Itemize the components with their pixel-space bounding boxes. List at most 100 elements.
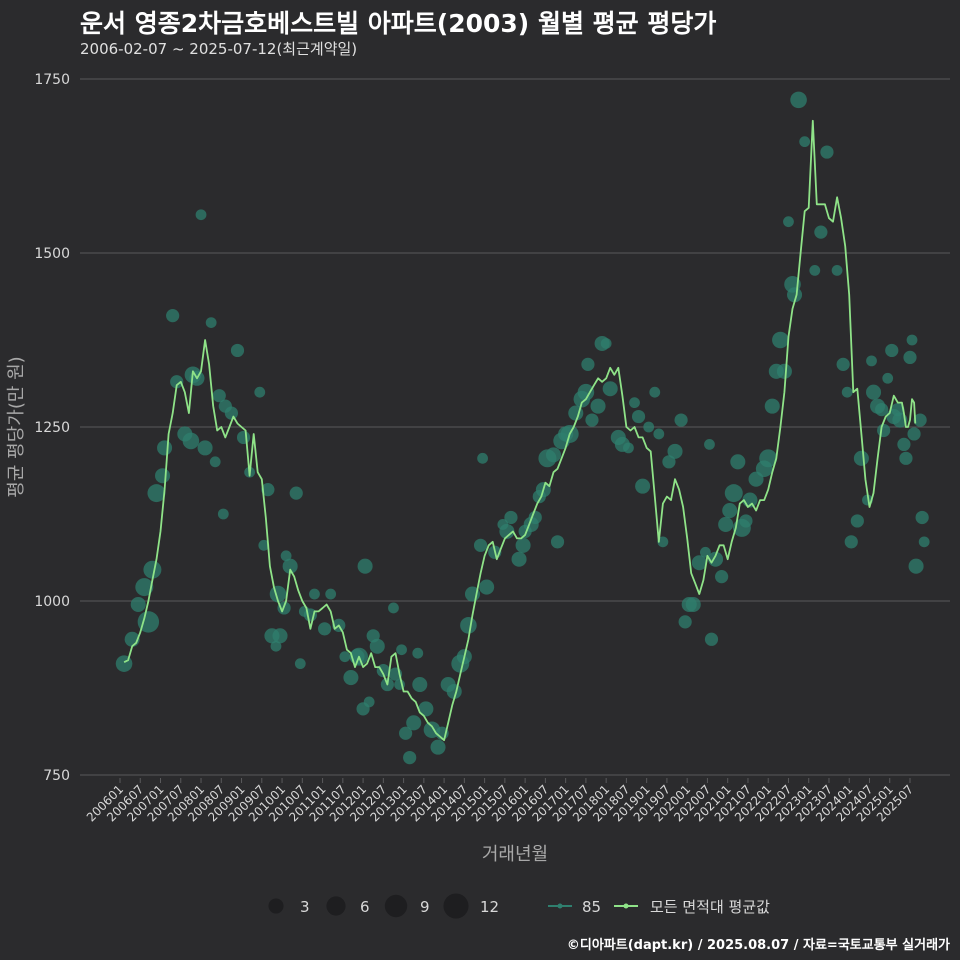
series-85-point bbox=[853, 450, 869, 466]
series-85-point bbox=[643, 421, 655, 433]
series-85-point bbox=[722, 502, 738, 519]
legend-size-label: 3 bbox=[300, 898, 310, 916]
series-85-point bbox=[844, 535, 858, 549]
legend-size-3 bbox=[268, 898, 284, 914]
series-85-point bbox=[590, 398, 606, 414]
series-85-point bbox=[224, 406, 239, 420]
series-85-point bbox=[418, 701, 434, 717]
series-85-point bbox=[718, 516, 734, 532]
series-85-point bbox=[412, 676, 428, 693]
series-85-point bbox=[270, 640, 282, 652]
series-85-point bbox=[430, 739, 446, 755]
series-85-point bbox=[195, 209, 207, 221]
y-axis-tick-labels: 750 1000 1250 1500 1750 bbox=[34, 72, 70, 784]
series-85-point bbox=[137, 611, 160, 633]
series-85-point bbox=[499, 523, 515, 539]
series-85-point bbox=[850, 514, 864, 528]
series-85-point bbox=[130, 596, 146, 613]
series-85-point bbox=[528, 510, 542, 525]
y-tick-label: 1250 bbox=[34, 420, 70, 436]
series-85-point bbox=[388, 602, 399, 614]
series-85-point bbox=[866, 384, 882, 400]
series-85-point bbox=[657, 536, 669, 548]
series-85-point bbox=[820, 145, 834, 159]
series-85-point bbox=[915, 510, 929, 525]
series-85-point bbox=[918, 536, 930, 548]
series-85-point bbox=[739, 514, 753, 528]
series-85-point bbox=[635, 478, 651, 494]
y-tick-label: 1750 bbox=[34, 72, 70, 88]
series-85-points bbox=[115, 91, 930, 765]
series-85-point bbox=[157, 440, 173, 456]
series-85-point bbox=[602, 381, 618, 397]
average-line-layer bbox=[123, 119, 917, 742]
y-tick-label: 1000 bbox=[34, 594, 70, 610]
series-85-point bbox=[399, 726, 413, 740]
series-85-point bbox=[317, 622, 332, 636]
series-85-point bbox=[799, 136, 811, 148]
series-85-point bbox=[166, 309, 180, 323]
series-85-point bbox=[841, 386, 853, 398]
series-85-point bbox=[897, 437, 911, 452]
series-85-point bbox=[700, 546, 711, 558]
series-85-point bbox=[809, 265, 821, 276]
series-85-point bbox=[585, 413, 599, 427]
series-85-point bbox=[261, 483, 275, 497]
series-85-point bbox=[209, 456, 221, 468]
series-85-point bbox=[783, 216, 794, 228]
series-85-point bbox=[217, 508, 229, 520]
series-85-point bbox=[899, 451, 913, 465]
series-85-point bbox=[477, 452, 488, 464]
series-85-point bbox=[230, 343, 245, 358]
series-85-point bbox=[545, 447, 562, 463]
series-85-point bbox=[704, 439, 715, 450]
series-85-point bbox=[875, 402, 889, 417]
series-85-point bbox=[479, 579, 495, 595]
series-85-point bbox=[258, 539, 270, 551]
series-85-point bbox=[396, 644, 407, 656]
series-85-point bbox=[877, 423, 891, 438]
series-85-point bbox=[369, 638, 385, 654]
series-85-point bbox=[759, 449, 778, 468]
series-85-point bbox=[254, 386, 266, 398]
source-credit: ©디아파트(dapt.kr) / 2025.08.07 / 자료=국토교통부 실… bbox=[566, 938, 950, 953]
series-85-point bbox=[511, 551, 527, 567]
series-85-point bbox=[309, 588, 320, 600]
legend-average-swatch-dot bbox=[623, 903, 629, 909]
series-85-point bbox=[339, 651, 351, 663]
series-85-point bbox=[715, 570, 729, 584]
series-85-point bbox=[662, 455, 676, 469]
series-85-point bbox=[724, 484, 743, 503]
series-85-point bbox=[135, 578, 154, 597]
series-85-point bbox=[406, 715, 422, 731]
legend-average-label: 모든 면적대 평균값 bbox=[650, 898, 770, 916]
series-85-point bbox=[913, 413, 927, 427]
series-85-point bbox=[212, 389, 226, 403]
series-85-point bbox=[412, 647, 424, 659]
legend-size-label: 12 bbox=[480, 898, 499, 916]
series-85-point bbox=[236, 430, 251, 445]
series-85-point bbox=[600, 338, 612, 349]
series-85-point bbox=[704, 632, 719, 646]
series-85-point bbox=[282, 558, 298, 574]
series-85-point bbox=[115, 655, 133, 672]
series-85-point bbox=[504, 510, 518, 525]
series-85-point bbox=[343, 670, 359, 686]
series-85-point bbox=[908, 558, 924, 574]
series-85-point bbox=[764, 398, 780, 414]
series-85-point bbox=[831, 265, 843, 276]
series-85-point bbox=[836, 357, 850, 371]
legend-85-swatch-dot bbox=[557, 903, 563, 909]
series-85-point bbox=[790, 91, 807, 109]
series-85-point bbox=[143, 560, 162, 579]
series-85-point bbox=[303, 608, 318, 622]
series-85-point bbox=[357, 558, 373, 574]
series-85-point bbox=[685, 596, 701, 613]
series-85-point bbox=[289, 486, 303, 500]
series-85-point bbox=[674, 413, 688, 427]
y-tick-label: 750 bbox=[43, 768, 70, 784]
series-85-point bbox=[653, 428, 665, 440]
series-85-point bbox=[691, 555, 707, 571]
legend-size-9 bbox=[384, 894, 408, 918]
series-85-point bbox=[866, 355, 877, 367]
